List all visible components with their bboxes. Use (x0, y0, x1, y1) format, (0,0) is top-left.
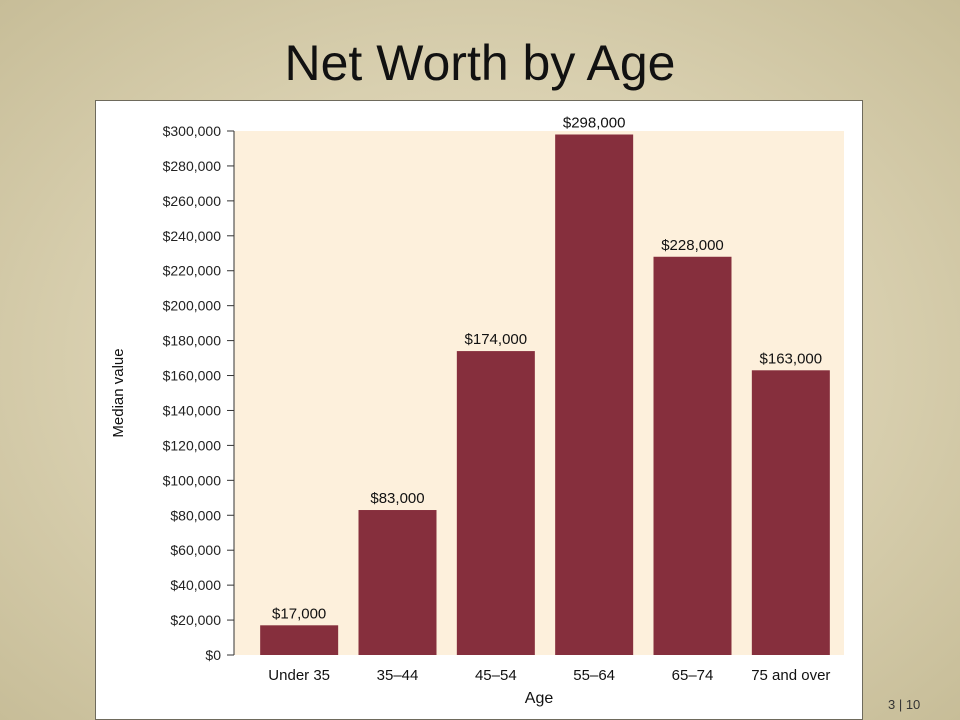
page-number: 3 | 10 (888, 697, 921, 712)
x-tick-label: 65–74 (672, 667, 714, 684)
value-labels: $17,000 $83,000 $174,000 $298,000 $228,000 $1… (272, 114, 822, 622)
slide-title: Net Worth by Age (284, 35, 676, 91)
bar (751, 370, 830, 655)
y-tick-label: $140,000 (163, 402, 222, 418)
bars (260, 134, 830, 655)
bar (555, 134, 634, 655)
y-tick-label: $280,000 (163, 158, 222, 174)
x-tick-label: 45–54 (475, 667, 517, 684)
y-tick-label: $120,000 (163, 437, 222, 453)
y-tick-label: $60,000 (170, 542, 221, 558)
y-tick-label: $160,000 (163, 368, 222, 384)
y-tick-label: $20,000 (170, 612, 221, 628)
y-tick-label: $220,000 (163, 263, 222, 279)
bar-value-label: $174,000 (465, 331, 528, 348)
bar-value-label: $83,000 (370, 490, 424, 507)
bar (358, 510, 437, 655)
y-tick-label: $300,000 (163, 123, 222, 139)
bar-value-label: $17,000 (272, 605, 326, 622)
bar (456, 351, 535, 655)
plot-background (234, 131, 844, 655)
bar-value-label: $298,000 (563, 114, 626, 131)
x-tick-label: 75 and over (751, 667, 830, 684)
y-tick-label: $0 (205, 647, 221, 663)
x-tick-label: 55–64 (573, 667, 615, 684)
y-tick-label: $260,000 (163, 193, 222, 209)
y-axis-label: Median value (110, 348, 127, 437)
bar-value-label: $163,000 (760, 350, 823, 367)
y-tick-label: $180,000 (163, 333, 222, 349)
bar (653, 256, 732, 655)
y-axis-ticks: $0 $20,000 $40,000 $60,000 $80,000 $100,000 $1… (163, 123, 234, 663)
bar (260, 625, 339, 655)
y-tick-label: $40,000 (170, 577, 221, 593)
bar-value-label: $228,000 (661, 237, 724, 254)
chart-frame: $0 $20,000 $40,000 $60,000 $80,000 $100,000 $1… (95, 100, 863, 720)
x-tick-label: Under 35 (268, 667, 330, 684)
x-tick-label: 35–44 (377, 667, 419, 684)
bar-chart: $0 $20,000 $40,000 $60,000 $80,000 $100,000 $1… (110, 114, 844, 707)
y-tick-label: $200,000 (163, 298, 222, 314)
x-axis-tick-labels: Under 35 35–44 45–54 55–64 65–74 75 and over (268, 667, 830, 684)
y-tick-label: $100,000 (163, 472, 222, 488)
y-tick-label: $80,000 (170, 507, 221, 523)
y-tick-label: $240,000 (163, 228, 222, 244)
x-axis-label: Age (525, 690, 554, 707)
